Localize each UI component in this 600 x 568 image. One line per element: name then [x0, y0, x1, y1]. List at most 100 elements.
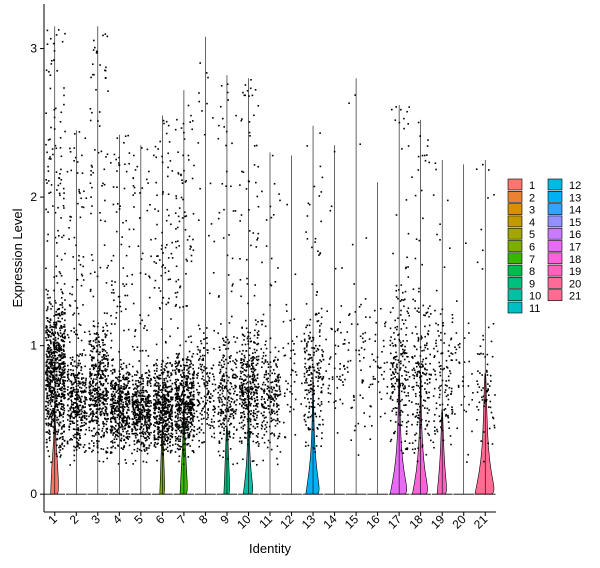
- point: [268, 395, 270, 397]
- point: [99, 362, 101, 364]
- point: [112, 413, 114, 416]
- point: [53, 388, 56, 391]
- point: [78, 188, 80, 191]
- point: [225, 367, 228, 370]
- point: [261, 261, 263, 264]
- point: [234, 341, 237, 343]
- point: [60, 311, 63, 314]
- point: [268, 411, 271, 414]
- point: [136, 447, 139, 450]
- point: [89, 354, 91, 356]
- point: [190, 395, 192, 397]
- point: [118, 392, 120, 395]
- point: [200, 418, 203, 420]
- point: [192, 367, 194, 370]
- point: [276, 404, 279, 407]
- point: [268, 390, 270, 392]
- point: [149, 276, 151, 279]
- point: [255, 423, 258, 425]
- point: [96, 446, 99, 448]
- point: [52, 374, 55, 377]
- point: [95, 378, 97, 381]
- point: [242, 367, 244, 369]
- point: [242, 91, 244, 94]
- point: [231, 375, 234, 377]
- point: [127, 396, 129, 399]
- point: [134, 391, 136, 393]
- point: [238, 350, 241, 353]
- point: [205, 396, 207, 399]
- point: [219, 397, 222, 399]
- point: [148, 413, 151, 416]
- point: [267, 366, 270, 368]
- point: [145, 449, 148, 451]
- point: [139, 314, 141, 316]
- point: [81, 377, 83, 379]
- point: [121, 417, 123, 420]
- point: [179, 286, 181, 289]
- point: [63, 407, 65, 410]
- point: [255, 403, 258, 405]
- point: [180, 446, 183, 448]
- point: [199, 402, 201, 405]
- point: [206, 327, 208, 329]
- point: [125, 422, 128, 425]
- point: [74, 413, 77, 416]
- point: [118, 398, 121, 401]
- point: [120, 400, 123, 403]
- point: [142, 380, 145, 382]
- point: [212, 364, 215, 367]
- point: [45, 370, 47, 373]
- point: [146, 329, 148, 332]
- point: [49, 387, 52, 390]
- point: [190, 391, 193, 393]
- point: [182, 426, 184, 429]
- point: [78, 355, 80, 357]
- point: [286, 203, 288, 206]
- point: [248, 359, 251, 362]
- point: [270, 413, 272, 416]
- point: [66, 373, 69, 376]
- point: [181, 391, 184, 393]
- point: [192, 249, 195, 251]
- point: [99, 407, 101, 410]
- point: [48, 352, 50, 355]
- point: [164, 246, 167, 249]
- point: [76, 394, 79, 396]
- point: [46, 379, 49, 382]
- point: [83, 410, 86, 412]
- point: [208, 380, 211, 382]
- point: [76, 411, 78, 413]
- point: [222, 356, 224, 359]
- point: [174, 443, 177, 445]
- point: [139, 350, 142, 352]
- point: [53, 409, 56, 411]
- point: [166, 380, 169, 382]
- point: [145, 437, 148, 439]
- point: [52, 205, 54, 207]
- point: [167, 374, 169, 377]
- point: [103, 432, 105, 434]
- point: [141, 403, 144, 406]
- point: [171, 433, 174, 435]
- point: [193, 409, 195, 412]
- point: [48, 356, 51, 358]
- point: [197, 404, 200, 406]
- point: [105, 408, 108, 410]
- point: [260, 424, 263, 426]
- point: [53, 276, 55, 278]
- point: [187, 367, 190, 370]
- point: [49, 439, 51, 442]
- point: [126, 432, 128, 435]
- point: [270, 411, 273, 414]
- point: [106, 414, 109, 417]
- point: [146, 417, 148, 419]
- point: [55, 359, 57, 362]
- point: [118, 426, 121, 428]
- point: [125, 364, 128, 367]
- point: [256, 195, 259, 198]
- point: [273, 183, 276, 185]
- point: [206, 349, 208, 351]
- point: [62, 425, 64, 428]
- point: [110, 417, 112, 419]
